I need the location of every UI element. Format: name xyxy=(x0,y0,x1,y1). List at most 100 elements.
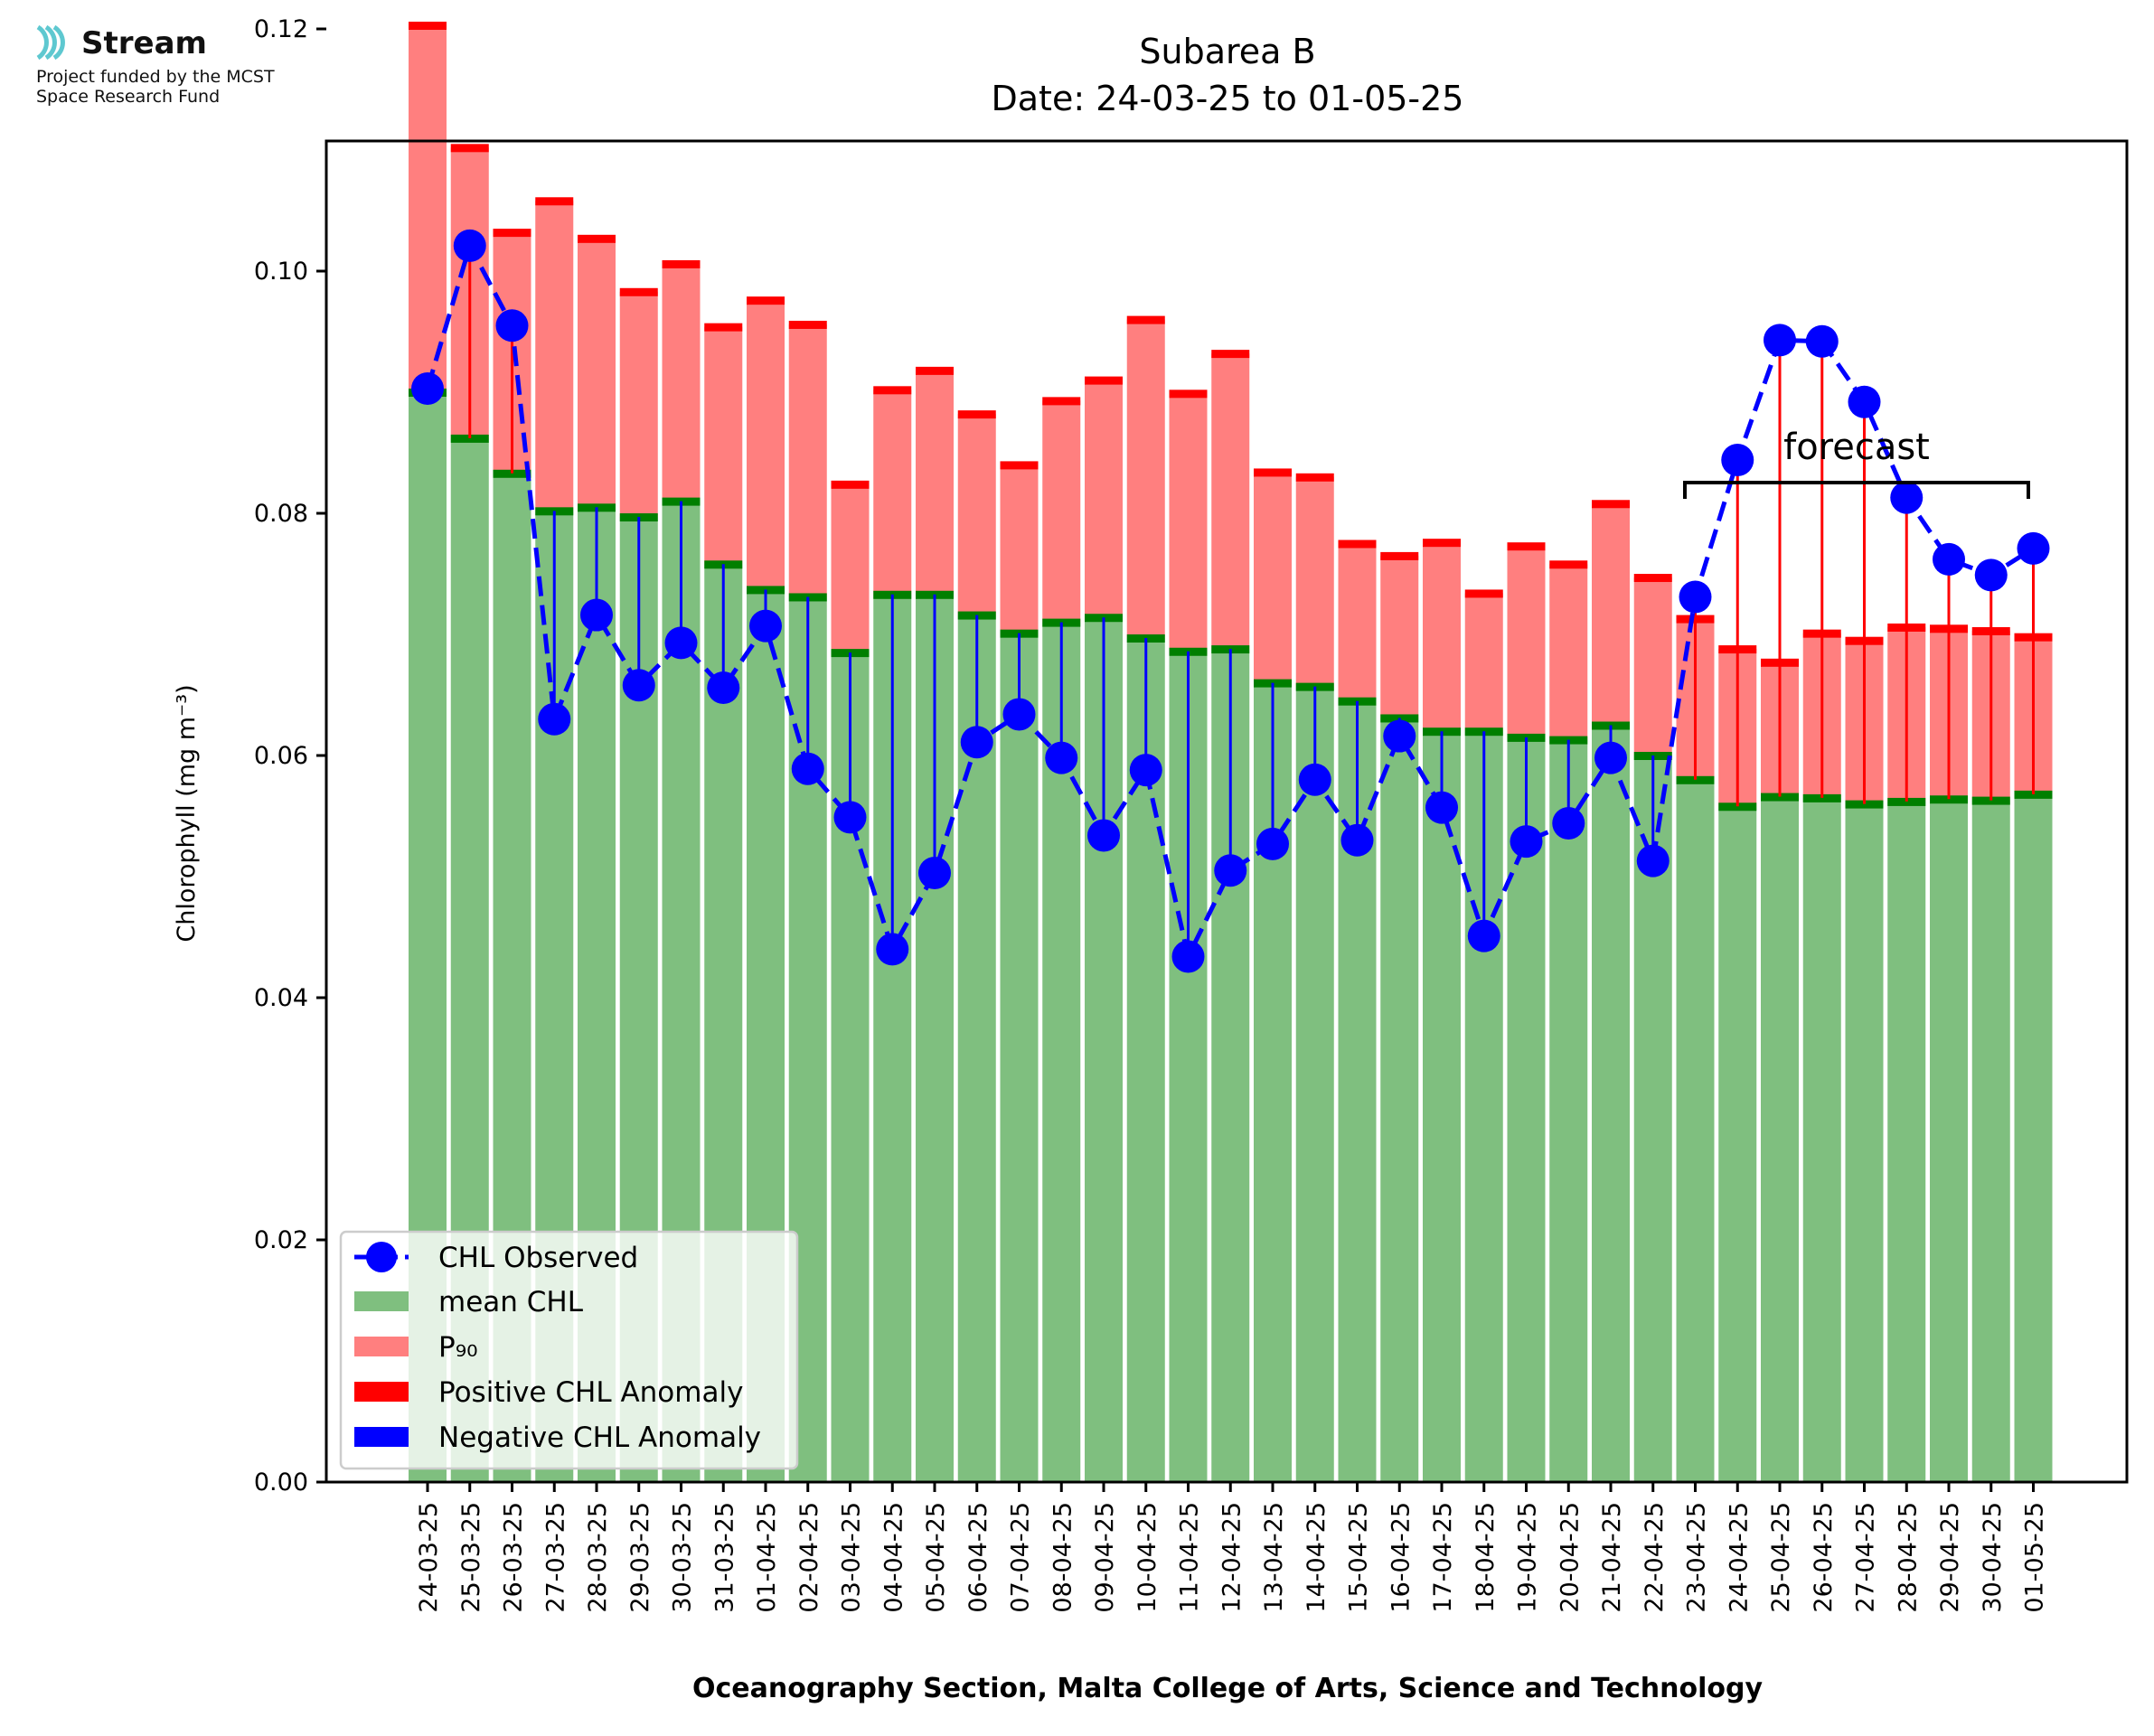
x-tick-label: 30-04-25 xyxy=(1979,1502,2007,1613)
observed-point xyxy=(1129,754,1162,787)
legend-label: mean CHL xyxy=(438,1286,584,1318)
p90-bar xyxy=(831,483,870,653)
mean-bar xyxy=(1423,731,1461,1482)
x-tick-label: 07-04-25 xyxy=(1007,1502,1035,1613)
mean-bar xyxy=(1718,806,1757,1482)
mean-bar-edge xyxy=(1845,800,1884,809)
p90-bar-edge xyxy=(704,323,743,332)
y-tick-label: 0.06 xyxy=(254,742,308,770)
legend-positive-swatch xyxy=(354,1382,409,1402)
p90-bar-edge xyxy=(916,366,954,375)
p90-bar-edge xyxy=(1464,589,1503,598)
logo-name: Stream xyxy=(81,25,207,61)
observed-point xyxy=(1340,823,1374,857)
x-tick-label: 26-03-25 xyxy=(500,1502,528,1613)
p90-bar xyxy=(1042,400,1081,623)
mean-bar xyxy=(1930,799,1968,1482)
legend-mean-swatch xyxy=(354,1291,409,1311)
p90-bar-edge xyxy=(1549,560,1588,569)
x-tick-label: 01-05-25 xyxy=(2021,1502,2049,1613)
observed-point xyxy=(1510,825,1543,859)
legend: CHL Observed mean CHL P₉₀ Positive CHL Anom… xyxy=(339,1230,799,1470)
legend-negative-swatch xyxy=(354,1427,409,1447)
observed-point xyxy=(580,598,613,632)
observed-point xyxy=(833,801,867,834)
x-tick-label: 13-04-25 xyxy=(1260,1502,1288,1613)
y-tick-label: 0.00 xyxy=(254,1469,308,1497)
y-axis-label: Chlorophyll (mg m⁻³) xyxy=(173,684,201,942)
x-tick-label: 22-04-25 xyxy=(1641,1502,1669,1613)
observed-point xyxy=(960,726,993,759)
x-tick-label: 23-04-25 xyxy=(1683,1502,1711,1613)
mean-bar-edge xyxy=(1718,802,1757,812)
legend-label: P₉₀ xyxy=(438,1331,478,1364)
logo-funding-line2: Space Research Fund xyxy=(36,87,221,107)
p90-bar xyxy=(1211,353,1250,650)
x-axis: 24-03-25 25-03-25 26-03-25 27-03-25 28-03-25… xyxy=(415,1482,2049,1613)
y-tick-label: 0.10 xyxy=(254,258,308,286)
p90-bar xyxy=(873,389,912,595)
x-tick-label: 25-04-25 xyxy=(1767,1502,1795,1613)
observed-point xyxy=(622,669,655,702)
mean-bar-edge xyxy=(450,434,489,443)
observed-point xyxy=(1171,940,1205,973)
p90-bar-edge xyxy=(450,144,489,153)
observed-point xyxy=(876,933,909,966)
p90-bar-edge xyxy=(1169,389,1208,399)
observed-point xyxy=(1764,324,1796,357)
x-tick-label: 14-04-25 xyxy=(1303,1502,1331,1613)
legend-p90-swatch xyxy=(354,1337,409,1356)
p90-bar xyxy=(662,263,701,502)
p90-bar xyxy=(1464,593,1503,732)
stream-logo-icon xyxy=(36,24,65,61)
x-tick-label: 12-04-25 xyxy=(1218,1502,1246,1613)
mean-bar xyxy=(1380,718,1419,1482)
p90-bar xyxy=(1423,542,1461,732)
x-tick-label: 15-04-25 xyxy=(1345,1502,1373,1613)
p90-bar xyxy=(1254,472,1292,683)
p90-bar-edge xyxy=(873,386,912,395)
y-tick-label: 0.08 xyxy=(254,500,308,528)
p90-bar xyxy=(1085,380,1123,618)
forecast-bracket: forecast xyxy=(1683,427,2030,499)
chart-subtitle: Date: 24-03-25 to 01-05-25 xyxy=(992,79,1464,118)
observed-point xyxy=(1045,741,1078,774)
p90-bar-edge xyxy=(957,410,996,419)
observed-point xyxy=(1721,444,1754,477)
mean-bar xyxy=(1887,801,1926,1482)
p90-bar xyxy=(1507,546,1546,737)
p90-bar-edge xyxy=(1085,376,1123,385)
logo-funding-line1: Project funded by the MCST xyxy=(36,67,275,87)
p90-bar xyxy=(1633,577,1672,755)
x-tick-label: 19-04-25 xyxy=(1514,1502,1542,1613)
p90-bar-edge xyxy=(1295,473,1334,482)
x-tick-label: 08-04-25 xyxy=(1049,1502,1077,1613)
y-tick-label: 0.12 xyxy=(254,15,308,43)
legend-label: Positive CHL Anomaly xyxy=(438,1376,743,1409)
observed-point xyxy=(1933,542,1965,576)
y-axis: 0.00 0.02 0.04 0.06 0.08 0.10 0.12 xyxy=(254,15,326,1497)
p90-bar xyxy=(578,238,616,508)
p90-bar xyxy=(1000,464,1039,633)
p90-bar xyxy=(619,291,658,518)
x-tick-label: 29-04-25 xyxy=(1936,1502,1964,1613)
mean-bar xyxy=(1761,796,1799,1482)
chart-title: Subarea B xyxy=(1139,32,1315,71)
mean-bar xyxy=(1295,686,1334,1482)
p90-bar-edge xyxy=(619,287,658,296)
x-axis-label: Oceanography Section, Malta College of A… xyxy=(692,1673,1764,1704)
p90-bar-edge xyxy=(662,259,701,268)
mean-bar-edge xyxy=(493,469,531,478)
x-tick-label: 16-04-25 xyxy=(1387,1502,1415,1613)
logo: Stream Project funded by the MCST Space … xyxy=(33,20,331,119)
mean-bar xyxy=(2014,793,2053,1482)
p90-bar-edge xyxy=(535,197,574,206)
p90-bar-edge xyxy=(493,229,531,238)
observed-point xyxy=(749,609,782,643)
x-tick-label: 02-04-25 xyxy=(795,1502,823,1613)
p90-bar xyxy=(957,414,996,615)
observed-point xyxy=(411,371,444,405)
observed-series-layer xyxy=(411,229,2050,973)
observed-point xyxy=(1805,324,1839,358)
